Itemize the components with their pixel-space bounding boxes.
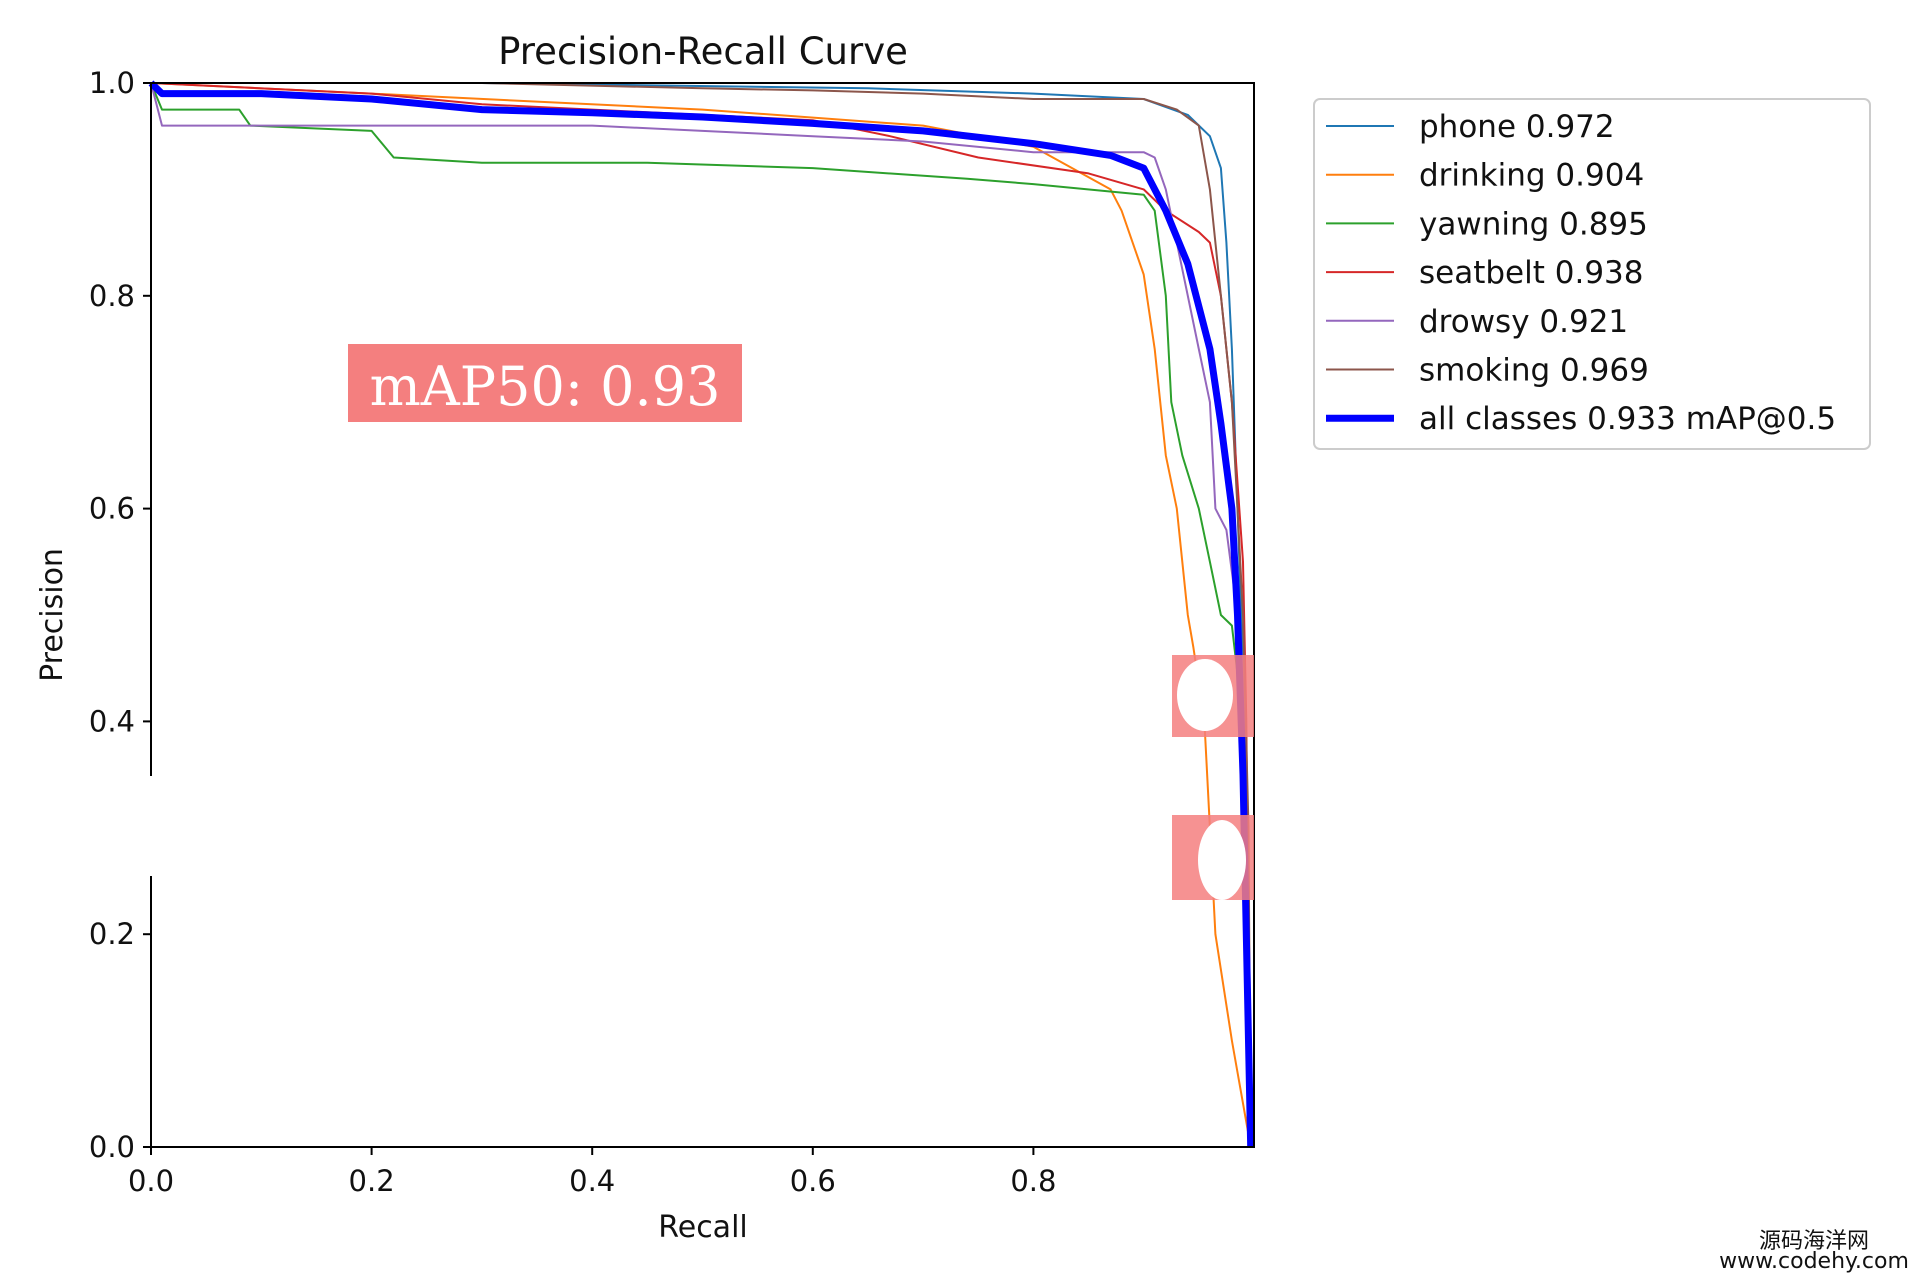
plot-area [148,80,1255,1148]
y-tick-label: 1.0 [89,66,135,100]
axes-frame [150,82,1255,1148]
series-line-2 [150,82,1252,1148]
legend-entry: drinking 0.904 [1419,158,1644,194]
x-tick-label: 0.4 [569,1164,615,1198]
annotation-box [348,344,742,422]
series-line-1 [150,82,1252,1148]
y-axis-label: Precision [35,548,70,682]
legend-entry: yawning 0.895 [1419,206,1648,242]
x-tick-label: 0.6 [790,1164,836,1198]
legend-entry: all classes 0.933 mAP@0.5 [1419,401,1836,437]
y-tick-label: 0.2 [89,917,135,951]
legend-entry: phone 0.972 [1419,109,1615,145]
legend-entry: seatbelt 0.938 [1419,255,1644,291]
x-axis-label: Recall [658,1210,748,1245]
series-line-0 [151,82,1252,1148]
x-tick-label: 0.0 [128,1164,174,1198]
white-blob [1177,659,1233,731]
y-tick-label: 0.0 [89,1130,135,1164]
legend: phone 0.972 drinking 0.904 yawning 0.895 se… [1313,98,1871,450]
series-line-4 [150,82,1252,1148]
erase-patch [0,776,165,876]
map-annotation: mAP50: 0.93 [370,355,721,418]
x-tick-label: 0.8 [1010,1164,1056,1198]
series-line-6 [148,80,1255,1148]
watermark-url: www.codehy.com [1719,1249,1909,1274]
y-tick-label: 0.8 [89,279,135,313]
legend-entry: drowsy 0.921 [1419,304,1628,340]
x-tick-label: 0.2 [349,1164,395,1198]
watermark-cn: 源码海洋网 [1759,1229,1869,1254]
series-line-5 [151,82,1252,1148]
y-tick-label: 0.6 [89,492,135,526]
chart-title: Precision-Recall Curve [498,30,908,73]
white-blob [1198,820,1246,900]
y-tick-label: 0.4 [89,704,135,738]
series-line-3 [150,82,1252,1148]
legend-entry: smoking 0.969 [1419,353,1649,389]
